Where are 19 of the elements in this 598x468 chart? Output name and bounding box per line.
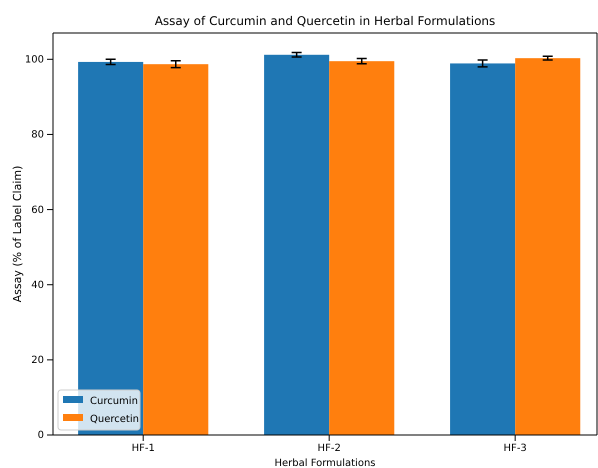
bar (143, 64, 208, 435)
y-tick-label: 80 (31, 130, 44, 141)
legend-label: Quercetin (90, 414, 139, 425)
x-tick-label: HF-3 (504, 443, 527, 454)
y-axis-title: Assay (% of Label Claim) (11, 166, 24, 302)
legend-label: Curcumin (90, 396, 138, 407)
y-tick-label: 20 (31, 355, 44, 366)
x-tick-label: HF-1 (132, 443, 155, 454)
bar (515, 58, 580, 435)
bar (264, 54, 330, 435)
chart-title: Assay of Curcumin and Quercetin in Herbal Formulations (154, 14, 496, 28)
y-tick-label: 100 (24, 54, 44, 66)
bar (329, 61, 394, 435)
y-tick-label: 60 (31, 204, 44, 216)
x-tick-label: HF-2 (318, 443, 341, 454)
bar (450, 63, 516, 435)
y-tick-label: 0 (38, 430, 44, 442)
x-axis-title: Herbal Formulations (274, 458, 376, 468)
y-tick-label: 40 (31, 280, 44, 291)
